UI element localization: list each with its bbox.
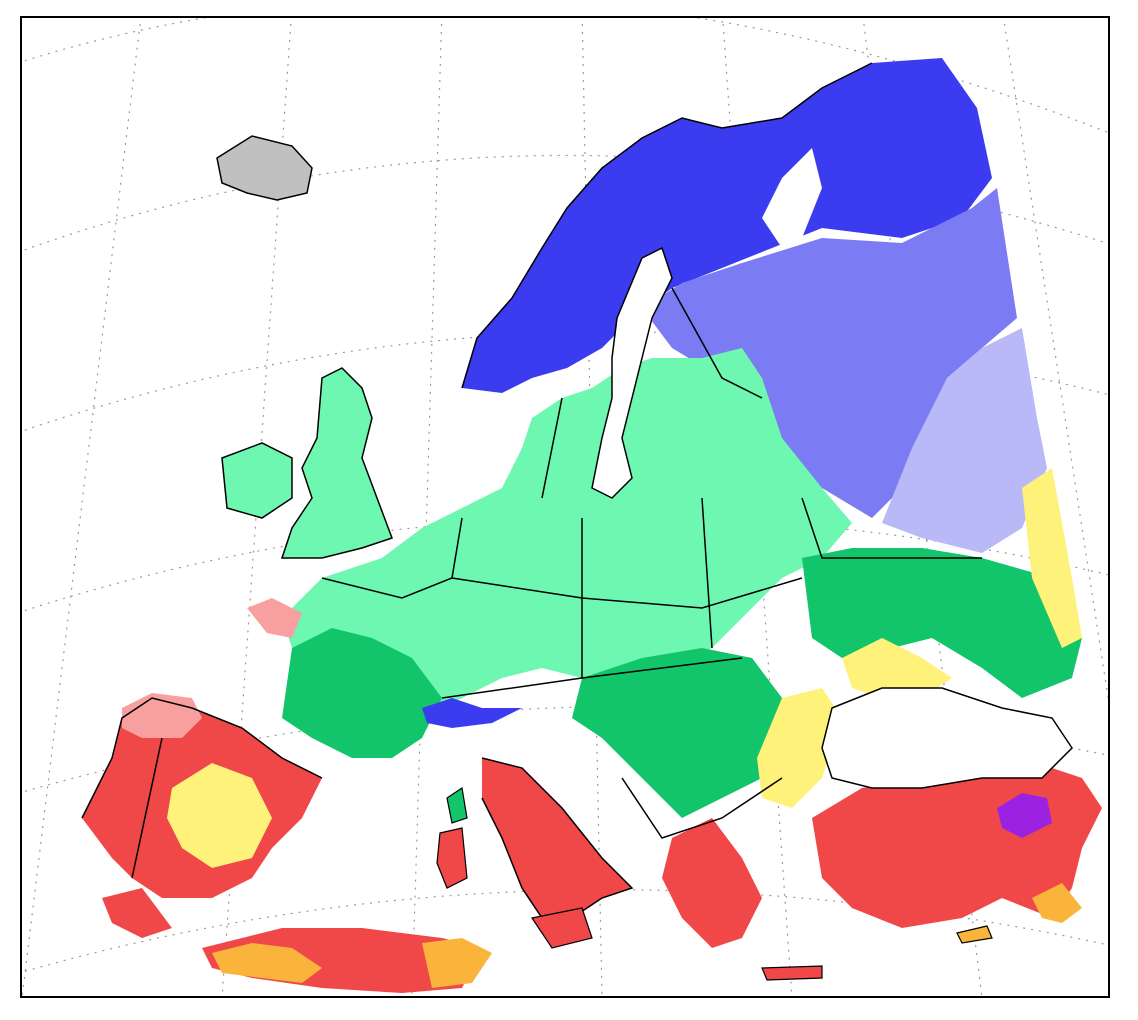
seas [592, 148, 1072, 788]
region-steppe-ukraine [842, 638, 952, 698]
meridian-line [581, 18, 603, 996]
borders [81, 62, 1073, 919]
coastline [481, 757, 634, 919]
map-frame [20, 16, 1110, 998]
country-border [321, 517, 463, 599]
parallel-line [22, 154, 1108, 252]
coastline [280, 367, 393, 559]
region-italy-hot [482, 758, 632, 918]
country-border [801, 497, 982, 559]
meridian-line [1002, 18, 1108, 701]
climate-regions [82, 58, 1102, 993]
island-corsica [446, 786, 468, 824]
region-cold-continental [882, 328, 1047, 553]
coastline [221, 442, 293, 519]
region-brittany-warm [247, 598, 302, 638]
island-cyprus [956, 925, 993, 944]
europe-climate-map [22, 18, 1108, 996]
black-sea [822, 688, 1072, 788]
region-france-continental [282, 628, 442, 758]
island-crete [761, 965, 823, 981]
coastline [821, 687, 1073, 789]
region-arid-africa-east [422, 938, 492, 988]
baltic-sea [592, 248, 672, 498]
island-sicily [531, 907, 593, 949]
coastline [591, 246, 673, 499]
region-ireland-oceanic [222, 443, 292, 518]
region-steppe-romania [757, 688, 842, 808]
country-border [541, 397, 563, 499]
region-temperate-oceanic [282, 348, 852, 718]
white-sea [762, 148, 822, 248]
region-polar-north [462, 58, 992, 393]
region-arid-turkey [1032, 883, 1082, 923]
coastline [216, 135, 313, 201]
region-balkan-continental [572, 648, 792, 818]
country-border [451, 577, 803, 609]
region-africa-hot [102, 888, 172, 938]
region-uk-oceanic [282, 368, 392, 558]
country-border [671, 287, 763, 399]
country-border [131, 737, 163, 879]
meridian-line [411, 18, 443, 996]
region-greece-hot [662, 818, 762, 948]
coastline [81, 697, 323, 819]
region-iceland-ice [217, 136, 312, 200]
country-border [621, 777, 783, 839]
region-highland-turkey [997, 793, 1052, 838]
coastline [461, 62, 873, 389]
region-temperate-continental [802, 548, 1082, 698]
country-border [701, 497, 713, 649]
region-iberia-steppe [167, 763, 272, 868]
islands [436, 786, 993, 981]
region-alps [422, 698, 522, 728]
island-sardinia [436, 827, 468, 889]
region-steppe-east [1022, 468, 1082, 648]
region-arid-africa [212, 943, 322, 983]
region-cold-boreal [642, 188, 1017, 518]
